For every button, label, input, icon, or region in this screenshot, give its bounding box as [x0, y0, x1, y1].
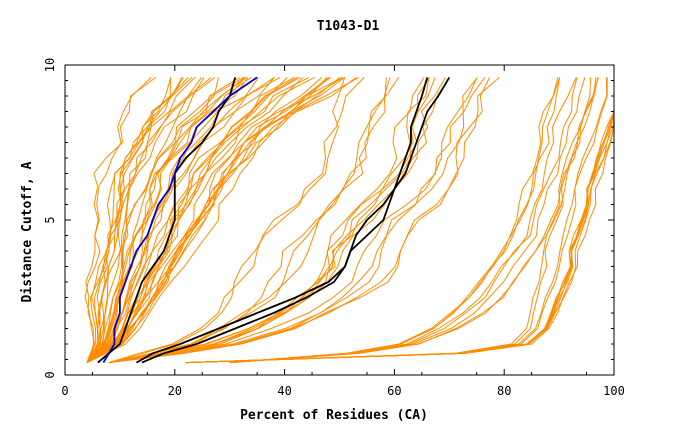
x-tick-label: 60 — [387, 384, 401, 398]
model-line — [229, 77, 599, 364]
model-line — [108, 77, 486, 364]
highlight-line-black — [141, 76, 451, 364]
highlight-lines — [97, 76, 451, 364]
model-line — [108, 77, 500, 364]
y-tick-label: 0 — [43, 371, 57, 378]
model-line — [108, 77, 365, 364]
model-line — [86, 77, 205, 363]
highlight-line-black — [97, 77, 237, 364]
model-line — [85, 77, 152, 363]
x-tick-label: 80 — [497, 384, 511, 398]
model-line — [108, 77, 425, 364]
model-line — [229, 77, 561, 364]
model-line — [108, 77, 436, 364]
model-line — [86, 76, 252, 363]
model-line — [108, 77, 430, 364]
y-axis: 0 5 10 — [43, 58, 614, 379]
model-line — [229, 77, 578, 364]
model-line — [185, 77, 615, 364]
x-tick-label: 20 — [168, 384, 182, 398]
model-line — [185, 77, 615, 364]
model-line — [86, 77, 172, 363]
x-tick-label: 40 — [277, 384, 291, 398]
y-tick-label: 5 — [43, 216, 57, 223]
x-tick-label: 100 — [603, 384, 625, 398]
x-tick-label: 0 — [61, 384, 68, 398]
model-line — [86, 76, 344, 364]
x-axis-label: Percent of Residues (CA) — [240, 408, 428, 423]
model-line — [86, 76, 315, 364]
model-lines — [84, 76, 615, 364]
model-line — [185, 77, 615, 364]
y-axis-label: Distance Cutoff, A — [20, 161, 35, 302]
model-line — [108, 77, 346, 364]
model-line — [108, 77, 478, 364]
model-line — [229, 77, 577, 364]
model-line — [86, 77, 357, 364]
model-line — [108, 77, 491, 364]
model-line — [86, 76, 247, 363]
model-line — [108, 77, 387, 364]
chart-title: T1043-D1 — [317, 19, 380, 34]
model-line — [86, 77, 212, 363]
model-line — [185, 77, 597, 364]
model-line — [86, 77, 196, 363]
model-line — [86, 77, 275, 364]
model-line — [86, 76, 244, 363]
model-line — [86, 77, 172, 363]
model-line — [86, 76, 346, 364]
model-line — [229, 77, 586, 364]
model-line — [86, 77, 184, 363]
model-line — [86, 77, 183, 363]
model-line — [229, 77, 561, 364]
model-line — [185, 77, 608, 364]
model-line — [185, 77, 592, 364]
y-tick-label: 10 — [43, 58, 57, 72]
model-line — [86, 76, 216, 363]
model-line — [86, 77, 331, 364]
model-line — [86, 77, 328, 364]
model-line — [108, 77, 478, 364]
model-line — [185, 77, 615, 364]
highlight-line-black — [135, 77, 429, 364]
highlight-line-blue — [102, 76, 258, 364]
x-axis: 0 20 40 60 80 100 — [61, 65, 625, 398]
model-line — [185, 77, 608, 364]
